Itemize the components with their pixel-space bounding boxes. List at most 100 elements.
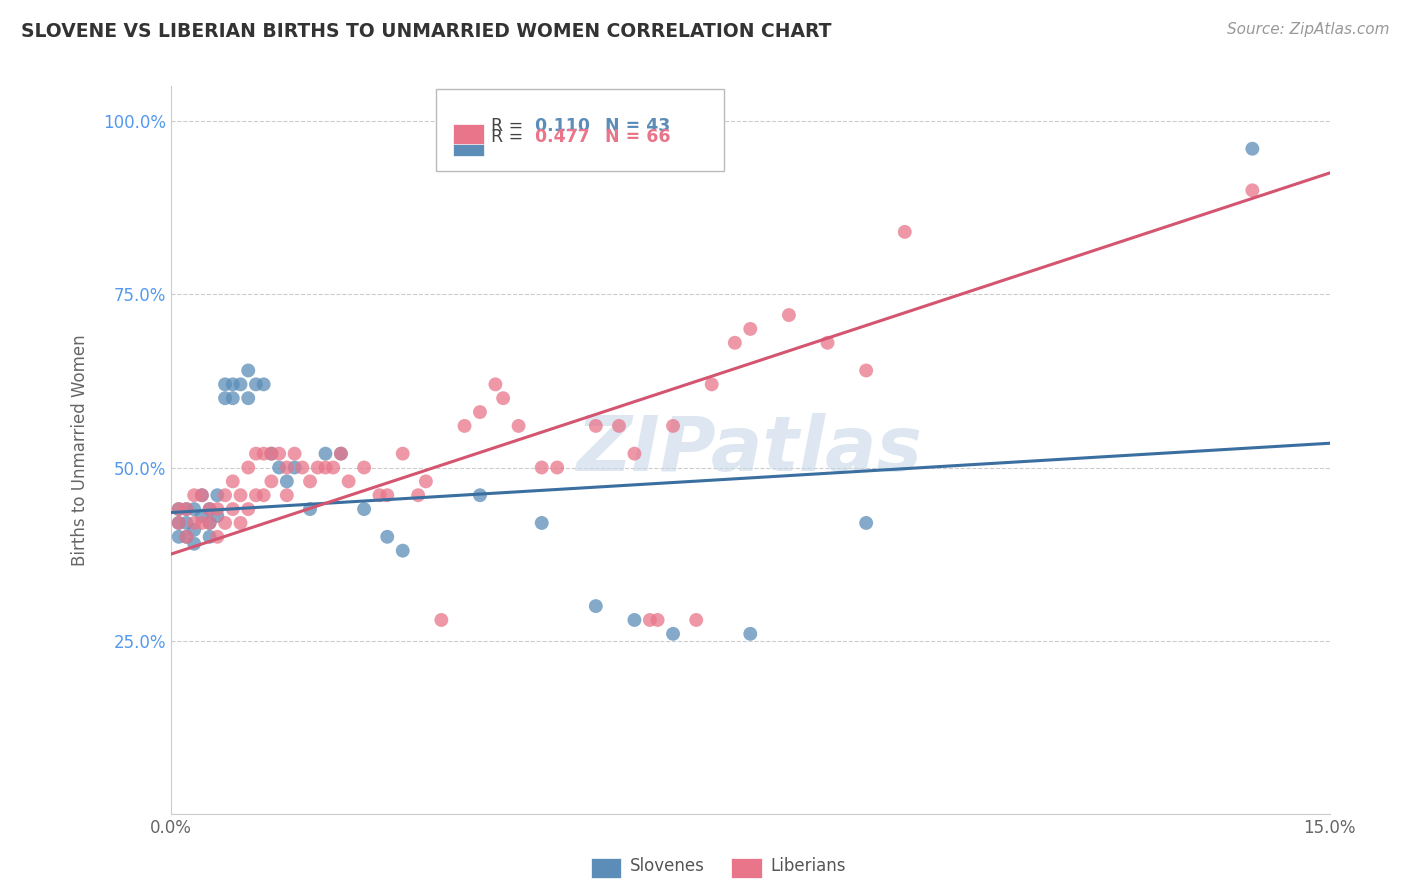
Point xyxy=(1241,183,1264,197)
Point xyxy=(530,460,553,475)
Point xyxy=(468,405,491,419)
Point xyxy=(353,460,375,475)
Point xyxy=(207,488,229,502)
Point xyxy=(253,488,276,502)
Point xyxy=(375,530,398,544)
Text: Source: ZipAtlas.com: Source: ZipAtlas.com xyxy=(1226,22,1389,37)
Point xyxy=(1241,142,1264,156)
Point xyxy=(176,530,198,544)
Text: 0.110: 0.110 xyxy=(529,117,589,135)
Y-axis label: Births to Unmarried Women: Births to Unmarried Women xyxy=(72,334,89,566)
Point xyxy=(253,377,276,392)
Point xyxy=(337,475,360,489)
Point xyxy=(214,391,236,405)
Point xyxy=(314,460,336,475)
Point xyxy=(176,502,198,516)
Point xyxy=(623,613,645,627)
Point xyxy=(229,488,252,502)
Point xyxy=(307,460,329,475)
Point xyxy=(430,613,453,627)
Point xyxy=(375,488,398,502)
Text: R =: R = xyxy=(491,117,529,135)
Point xyxy=(329,447,352,461)
Point xyxy=(238,460,260,475)
Point xyxy=(214,377,236,392)
Point xyxy=(585,418,607,433)
Point xyxy=(276,475,298,489)
Point xyxy=(269,460,291,475)
Point xyxy=(406,488,429,502)
Point xyxy=(191,488,214,502)
Point xyxy=(415,475,437,489)
Point xyxy=(191,508,214,523)
Point xyxy=(740,322,762,336)
Point xyxy=(183,523,205,537)
Point xyxy=(176,530,198,544)
Point xyxy=(214,516,236,530)
Point xyxy=(176,502,198,516)
Point xyxy=(492,391,515,405)
Point xyxy=(855,363,877,377)
Point xyxy=(245,447,267,461)
Point xyxy=(207,508,229,523)
Text: SLOVENE VS LIBERIAN BIRTHS TO UNMARRIED WOMEN CORRELATION CHART: SLOVENE VS LIBERIAN BIRTHS TO UNMARRIED … xyxy=(21,22,831,41)
Point xyxy=(585,599,607,613)
Text: 0.477: 0.477 xyxy=(529,128,589,146)
Point xyxy=(276,460,298,475)
Point xyxy=(167,516,190,530)
Point xyxy=(222,377,245,392)
Point xyxy=(229,377,252,392)
Point xyxy=(207,502,229,516)
Point xyxy=(260,475,283,489)
Point xyxy=(530,516,553,530)
Point xyxy=(724,335,747,350)
Point xyxy=(508,418,530,433)
Point xyxy=(368,488,391,502)
Point xyxy=(322,460,344,475)
Point xyxy=(647,613,669,627)
Point xyxy=(484,377,506,392)
Point xyxy=(284,460,307,475)
Point xyxy=(207,530,229,544)
Point xyxy=(183,516,205,530)
Point xyxy=(238,502,260,516)
Point xyxy=(198,502,221,516)
Point xyxy=(198,530,221,544)
Point xyxy=(214,488,236,502)
Point xyxy=(638,613,661,627)
Point xyxy=(269,447,291,461)
Point xyxy=(607,418,630,433)
Point xyxy=(222,502,245,516)
Text: Liberians: Liberians xyxy=(770,857,846,875)
Point xyxy=(167,502,190,516)
Point xyxy=(353,502,375,516)
Point xyxy=(222,391,245,405)
Point xyxy=(276,488,298,502)
Point xyxy=(284,447,307,461)
Point xyxy=(546,460,568,475)
Point xyxy=(191,488,214,502)
Point xyxy=(245,377,267,392)
Point xyxy=(238,363,260,377)
Point xyxy=(391,543,413,558)
Point xyxy=(238,391,260,405)
Text: ZIPatlas: ZIPatlas xyxy=(578,413,924,487)
Point xyxy=(183,488,205,502)
Point xyxy=(299,502,322,516)
Point xyxy=(167,502,190,516)
Point xyxy=(260,447,283,461)
Point xyxy=(817,335,839,350)
Text: N = 66: N = 66 xyxy=(605,128,671,146)
Point xyxy=(855,516,877,530)
Point xyxy=(167,516,190,530)
Point xyxy=(329,447,352,461)
Point xyxy=(740,627,762,641)
Point xyxy=(183,502,205,516)
Point xyxy=(700,377,723,392)
Point xyxy=(245,488,267,502)
Point xyxy=(391,447,413,461)
Point xyxy=(229,516,252,530)
Point xyxy=(453,418,475,433)
Point xyxy=(662,418,685,433)
Text: Slovenes: Slovenes xyxy=(630,857,704,875)
